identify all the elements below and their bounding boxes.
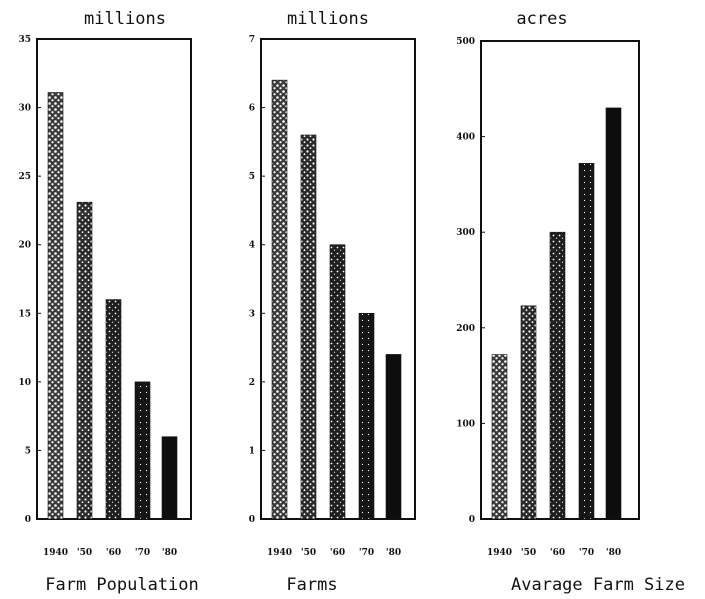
bar-60 bbox=[105, 299, 122, 520]
y-tick-label: 200 bbox=[456, 324, 475, 334]
y-tick-label: 20 bbox=[18, 241, 31, 251]
y-tick-label: 4 bbox=[249, 241, 255, 251]
y-tick-label: 400 bbox=[456, 133, 475, 143]
bar-80 bbox=[385, 354, 402, 520]
y-tick-label: 500 bbox=[456, 37, 475, 47]
y-tick-label: 15 bbox=[18, 309, 31, 319]
x-tick-label: '70 bbox=[135, 548, 150, 558]
chart-panel-1: millions 0 5 10 15 20 25 30 35 1940 '50 '60 '70 '80 Fa… bbox=[18, 9, 198, 595]
chart-title: Farm Population bbox=[45, 575, 199, 595]
bar-50 bbox=[76, 201, 93, 520]
y-tick-label: 5 bbox=[249, 172, 255, 182]
x-tick-label: '50 bbox=[521, 548, 536, 558]
x-tick-label: '60 bbox=[106, 548, 121, 558]
x-tick-label: '50 bbox=[301, 548, 316, 558]
y-tick-label: 10 bbox=[18, 378, 31, 388]
x-tick-label: '80 bbox=[606, 548, 621, 558]
y-tick-label: 1 bbox=[249, 446, 255, 456]
y-tick-label: 6 bbox=[249, 104, 255, 114]
y-tick-label: 25 bbox=[18, 172, 31, 182]
unit-label: millions bbox=[84, 9, 166, 29]
x-tick-label: 1940 bbox=[267, 548, 292, 558]
y-tick-label: 5 bbox=[25, 446, 31, 456]
x-tick-label: 1940 bbox=[43, 548, 68, 558]
x-tick-label: '50 bbox=[77, 548, 92, 558]
y-tick-label: 0 bbox=[469, 515, 475, 525]
y-tick-label: 3 bbox=[249, 309, 255, 319]
bar-60 bbox=[329, 244, 346, 520]
y-tick-label: 100 bbox=[456, 419, 475, 429]
x-tick-label: '80 bbox=[162, 548, 177, 558]
unit-label: acres bbox=[516, 9, 567, 29]
y-tick-label: 300 bbox=[456, 228, 475, 238]
y-tick-label: 35 bbox=[18, 35, 31, 45]
bar-60 bbox=[549, 231, 566, 520]
y-tick-label: 7 bbox=[249, 35, 255, 45]
chart-title: Avarage Farm Size bbox=[511, 575, 685, 595]
bar-70 bbox=[134, 381, 151, 520]
x-tick-label: '80 bbox=[386, 548, 401, 558]
bar-1940 bbox=[47, 92, 64, 520]
chart-panel-2: millions 0 1 2 3 4 5 6 7 1940 '50 '60 '70 '80 Farms bbox=[249, 9, 416, 595]
y-tick-label: 0 bbox=[25, 515, 31, 525]
bar-70 bbox=[358, 312, 375, 520]
bar-80 bbox=[605, 107, 622, 520]
x-tick-label: 1940 bbox=[487, 548, 512, 558]
unit-label: millions bbox=[287, 9, 369, 29]
bar-1940 bbox=[491, 354, 508, 520]
x-tick-label: '60 bbox=[550, 548, 565, 558]
bar-70 bbox=[578, 163, 595, 520]
y-tick-label: 2 bbox=[249, 378, 255, 388]
x-tick-label: '70 bbox=[359, 548, 374, 558]
bar-1940 bbox=[271, 79, 288, 520]
bar-50 bbox=[300, 134, 317, 520]
y-tick-label: 0 bbox=[249, 515, 255, 525]
x-tick-label: '70 bbox=[579, 548, 594, 558]
chart-title: Farms bbox=[286, 575, 337, 595]
x-tick-label: '60 bbox=[330, 548, 345, 558]
y-tick-label: 30 bbox=[18, 104, 31, 114]
bar-50 bbox=[520, 305, 537, 520]
bar-80 bbox=[161, 436, 178, 520]
chart-panel-3: acres 0 100 200 300 400 500 1940 '50 '60 '70 '80 Ava… bbox=[456, 9, 685, 595]
